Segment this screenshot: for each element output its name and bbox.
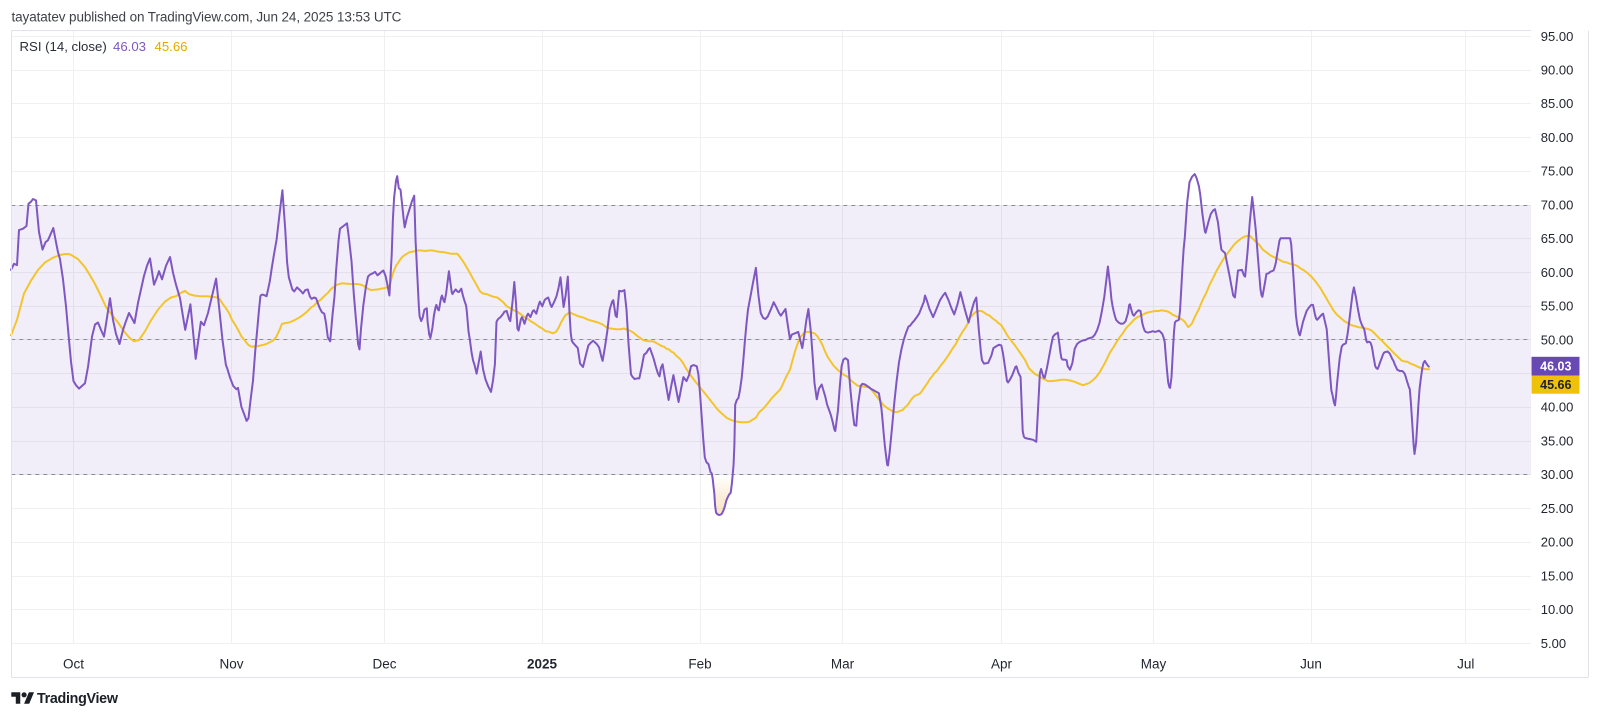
svg-text:60.00: 60.00: [1541, 265, 1574, 280]
svg-text:2025: 2025: [527, 656, 558, 671]
svg-text:65.00: 65.00: [1541, 231, 1574, 246]
svg-text:70.00: 70.00: [1541, 197, 1574, 212]
svg-text:RSI (14, close): RSI (14, close): [20, 39, 107, 54]
svg-text:95.00: 95.00: [1541, 29, 1574, 44]
svg-text:10.00: 10.00: [1541, 602, 1574, 617]
svg-text:55.00: 55.00: [1541, 299, 1574, 314]
svg-text:15.00: 15.00: [1541, 568, 1574, 583]
svg-text:40.00: 40.00: [1541, 400, 1574, 415]
svg-text:Mar: Mar: [831, 656, 855, 671]
svg-text:50.00: 50.00: [1541, 332, 1574, 347]
svg-text:75.00: 75.00: [1541, 164, 1574, 179]
svg-text:Oct: Oct: [63, 656, 84, 671]
svg-text:30.00: 30.00: [1541, 467, 1574, 482]
svg-text:80.00: 80.00: [1541, 130, 1574, 145]
svg-text:5.00: 5.00: [1541, 636, 1566, 651]
svg-text:46.03: 46.03: [113, 39, 146, 54]
svg-text:45.66: 45.66: [155, 39, 188, 54]
svg-text:May: May: [1141, 656, 1167, 671]
svg-text:46.03: 46.03: [1540, 360, 1571, 374]
svg-text:85.00: 85.00: [1541, 96, 1574, 111]
svg-text:Feb: Feb: [688, 656, 711, 671]
svg-text:Apr: Apr: [991, 656, 1013, 671]
svg-text:TradingView: TradingView: [37, 691, 119, 707]
svg-text:35.00: 35.00: [1541, 434, 1574, 449]
svg-text:Jun: Jun: [1300, 656, 1322, 671]
svg-text:25.00: 25.00: [1541, 501, 1574, 516]
svg-text:90.00: 90.00: [1541, 63, 1574, 78]
svg-text:tayatatev published on Trading: tayatatev published on TradingView.com, …: [12, 10, 402, 25]
svg-text:20.00: 20.00: [1541, 535, 1574, 550]
svg-text:45.66: 45.66: [1540, 378, 1571, 392]
svg-text:Dec: Dec: [372, 656, 396, 671]
svg-text:Nov: Nov: [219, 656, 243, 671]
svg-text:Jul: Jul: [1457, 656, 1474, 671]
